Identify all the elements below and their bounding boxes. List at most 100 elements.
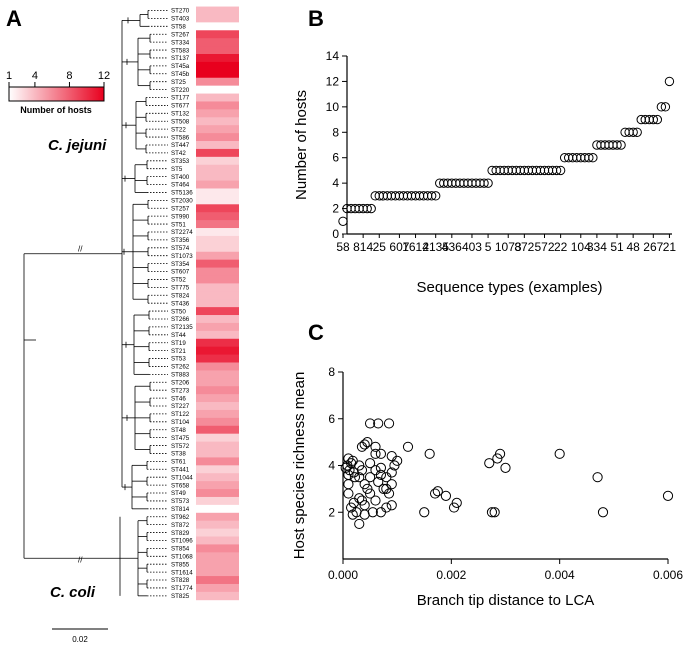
heatmap-cell bbox=[196, 133, 239, 142]
x-tick-label: 334 bbox=[587, 240, 607, 254]
data-point bbox=[381, 502, 392, 513]
data-point bbox=[386, 467, 397, 478]
data-point bbox=[362, 203, 372, 214]
y-tick-label: 2 bbox=[332, 202, 339, 216]
st-label: ST22 bbox=[171, 126, 186, 133]
heatmap-cell bbox=[196, 299, 239, 308]
heatmap-cell bbox=[196, 346, 239, 355]
data-point bbox=[483, 178, 493, 188]
x-tick-label: 436 bbox=[442, 240, 462, 254]
st-label: ST273 bbox=[171, 387, 190, 394]
heatmap-cell bbox=[196, 473, 239, 482]
data-point bbox=[366, 203, 376, 214]
data-point bbox=[364, 418, 376, 429]
data-point bbox=[486, 507, 498, 518]
data-point bbox=[430, 191, 441, 201]
data-point bbox=[652, 114, 663, 125]
heatmap-cell bbox=[196, 22, 239, 31]
heatmap-cell bbox=[196, 394, 239, 403]
data-point bbox=[370, 495, 381, 506]
data-point bbox=[359, 509, 370, 520]
data-point bbox=[660, 102, 671, 112]
st-label: ST2274 bbox=[171, 229, 193, 236]
data-point bbox=[479, 178, 489, 188]
st-label: ST353 bbox=[171, 158, 190, 165]
phylogenetic-tree bbox=[23, 10, 168, 597]
heatmap-cell bbox=[196, 54, 239, 63]
heatmap-cell bbox=[196, 330, 239, 340]
heatmap-cell bbox=[196, 69, 239, 79]
heatmap-cell bbox=[196, 243, 239, 253]
data-point bbox=[356, 441, 368, 452]
data-point bbox=[383, 418, 395, 429]
st-label: ST403 bbox=[171, 16, 190, 23]
heatmap-cell bbox=[196, 283, 239, 292]
st-label: ST206 bbox=[171, 379, 190, 386]
st-label: ST53 bbox=[171, 356, 186, 363]
data-point bbox=[359, 500, 370, 511]
st-label: ST45b bbox=[171, 71, 190, 78]
data-point bbox=[354, 518, 365, 530]
heatmap-cell bbox=[196, 402, 239, 411]
heatmap-cell bbox=[196, 156, 239, 166]
data-point bbox=[592, 472, 603, 483]
data-point bbox=[375, 448, 387, 459]
heatmap-cell bbox=[196, 228, 239, 237]
st-label: ST19 bbox=[171, 340, 186, 347]
panel-letter-b: B bbox=[308, 6, 324, 31]
heatmap-cell bbox=[196, 425, 239, 435]
st-label: ST508 bbox=[171, 118, 190, 125]
st-label: ST58 bbox=[171, 24, 186, 31]
st-label: ST334 bbox=[171, 39, 190, 46]
x-tick-label: 872 bbox=[514, 240, 534, 254]
st-label: ST52 bbox=[171, 277, 186, 284]
st-label: ST436 bbox=[171, 300, 190, 307]
st-label: ST49 bbox=[171, 490, 186, 497]
data-point bbox=[346, 502, 357, 513]
st-label: ST883 bbox=[171, 372, 190, 379]
heatmap-cell bbox=[196, 61, 239, 71]
colorbar-legend: 1 4 8 12 Number of hosts bbox=[6, 70, 110, 115]
heatmap-cell bbox=[196, 220, 239, 229]
heatmap-cell bbox=[196, 77, 239, 87]
data-point bbox=[386, 451, 397, 462]
heatmap-cell bbox=[196, 362, 239, 371]
y-axis-label: Number of hosts bbox=[293, 90, 310, 200]
heatmap-cell bbox=[196, 267, 239, 276]
x-tick-label: 22 bbox=[554, 240, 568, 254]
heatmap-cell bbox=[196, 109, 239, 118]
heatmap-cell bbox=[196, 125, 239, 134]
y-axis-label: Host species richness mean bbox=[291, 372, 308, 560]
heatmap-cell bbox=[196, 536, 239, 545]
heatmap-cell bbox=[196, 291, 239, 300]
x-tick-label: 572 bbox=[534, 240, 554, 254]
heatmap-cell bbox=[196, 489, 239, 498]
data-point bbox=[662, 490, 674, 501]
st-label: ST5 bbox=[171, 166, 183, 173]
heatmap-cell bbox=[196, 386, 239, 395]
x-tick-label: 814 bbox=[353, 240, 373, 254]
data-point bbox=[354, 493, 365, 504]
x-tick-label: 48 bbox=[626, 240, 640, 254]
y-tick-label: 14 bbox=[326, 49, 340, 63]
heatmap-cell bbox=[196, 172, 239, 181]
data-point bbox=[343, 479, 354, 490]
st-label: ST962 bbox=[171, 514, 190, 521]
st-label: ST583 bbox=[171, 47, 190, 54]
x-tick-label: 607 bbox=[389, 240, 409, 254]
y-tick-label: 0 bbox=[332, 227, 339, 241]
heatmap-cell bbox=[196, 576, 239, 585]
st-label: ST137 bbox=[171, 55, 190, 62]
data-point bbox=[432, 486, 443, 497]
st-label: ST220 bbox=[171, 87, 190, 94]
st-label: ST658 bbox=[171, 482, 190, 489]
data-point bbox=[551, 165, 562, 176]
data-point bbox=[664, 76, 675, 87]
st-label: ST50 bbox=[171, 308, 186, 315]
heatmap-cell bbox=[196, 307, 239, 316]
st-label: ST872 bbox=[171, 522, 190, 529]
st-label: ST464 bbox=[171, 182, 190, 189]
st-label: ST1073 bbox=[171, 253, 193, 260]
st-label: ST775 bbox=[171, 285, 190, 292]
